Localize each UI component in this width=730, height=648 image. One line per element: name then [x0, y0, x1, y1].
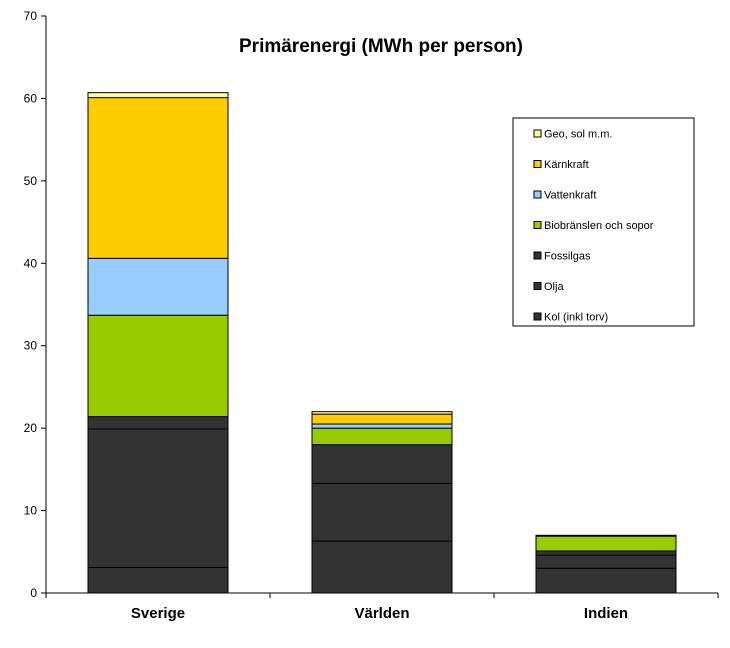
legend-swatch: [533, 190, 542, 199]
bar-segment-1-2: [311, 444, 453, 484]
bar-segment-0-3: [87, 314, 229, 418]
legend-swatch: [533, 160, 542, 168]
y-tick-label: 50: [24, 174, 38, 188]
legend-label: Kärnkraft: [544, 159, 589, 171]
bar-segment-2-0: [535, 567, 677, 594]
bar-segment-1-0: [311, 540, 453, 594]
legend-label: Geo, sol m.m.: [544, 129, 612, 141]
chart-title: Primärenergi (MWh per person): [239, 36, 523, 57]
labels: Sverige Världen Indien: [131, 605, 628, 622]
y-tick-label: 0: [30, 586, 37, 600]
bar-segment-0-0: [87, 566, 229, 594]
legend-label: Kol (inkl torv): [544, 312, 608, 324]
y-tick-label: 70: [24, 9, 38, 23]
bar-segment-0-2: [87, 416, 229, 430]
category-label: Indien: [584, 605, 628, 622]
bar-segment-0-4: [87, 257, 229, 316]
legend-label: Vattenkraft: [544, 190, 596, 202]
legend: Geo, sol m.m. Kärnkraft Vattenkraft Biobrän…: [512, 117, 695, 327]
bar-segment-2-2: [535, 550, 677, 556]
legend-swatch: [533, 282, 542, 290]
legend-box: [512, 117, 695, 327]
bar-segment-0-6: [87, 92, 229, 99]
legend-swatch: [533, 251, 542, 260]
legend-label: Biobränslen och sopor: [544, 220, 654, 232]
category-label: Sverige: [131, 605, 185, 622]
category-label: Världen: [354, 605, 409, 622]
legend-swatch: [533, 129, 542, 138]
bars: [87, 92, 677, 594]
y-tick-label: 40: [24, 256, 38, 270]
bar-segment-2-6: [535, 534, 677, 537]
legend-swatch: [533, 221, 542, 229]
bar-segment-1-5: [311, 413, 453, 425]
bar-segment-1-6: [311, 411, 453, 415]
legend-swatch: [533, 312, 542, 321]
bar-segment-0-5: [87, 97, 229, 259]
bar-segment-0-1: [87, 428, 229, 568]
legend-label: Fossilgas: [544, 251, 591, 263]
y-tick-label: 20: [24, 421, 38, 435]
bar-segment-1-1: [311, 482, 453, 542]
bar-segment-2-1: [535, 554, 677, 569]
y-tick-label: 60: [24, 91, 38, 105]
y-tick-label: 30: [24, 339, 38, 353]
y-tick-label: 10: [24, 504, 38, 518]
bar-segment-1-4: [311, 423, 453, 429]
bar-segment-1-3: [311, 427, 453, 446]
legend-label: Olja: [544, 281, 564, 293]
bar-segment-2-3: [535, 535, 677, 552]
